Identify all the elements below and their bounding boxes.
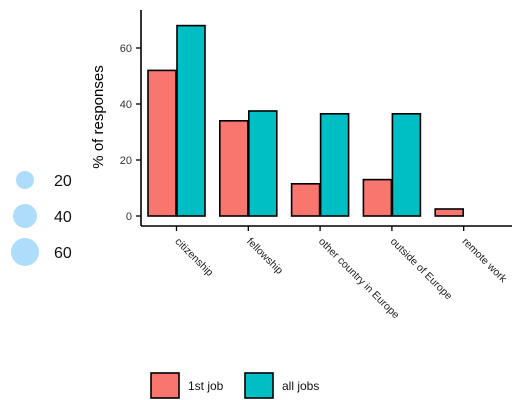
bar-1st-job-citizenship	[147, 69, 177, 217]
bar-all-jobs-citizenship	[176, 24, 206, 217]
y-tick-label: 60	[120, 43, 132, 55]
size-legend-label: 20	[54, 173, 72, 190]
size-legend-label: 40	[54, 209, 72, 226]
size-legend-circle	[16, 171, 34, 189]
bar-all-jobs-fellowship	[248, 110, 278, 217]
x-tick-label-other-country-in-europe: other country in Europe	[316, 236, 402, 322]
legend-label-all-jobs: all jobs	[282, 379, 319, 393]
x-tick-label-fellowship: fellowship	[244, 236, 285, 277]
bar-all-jobs-other-country-in-europe	[319, 113, 350, 217]
legend-swatch-all-jobs	[244, 372, 274, 399]
bars	[147, 24, 465, 217]
x-tick-label-outside-of-europe: outside of Europe	[388, 236, 455, 303]
bar-all-jobs-outside-of-europe	[391, 113, 422, 217]
legend-label-1st-job: 1st job	[188, 379, 224, 393]
y-tick-label: 40	[120, 99, 132, 111]
bar-1st-job-remote-work	[434, 208, 465, 217]
y-axis-title: % of responses	[90, 65, 107, 168]
x-tick-label-remote-work: remote work	[460, 236, 510, 286]
bar-1st-job-outside-of-europe	[362, 178, 393, 217]
legend-swatch-1st-job	[150, 372, 180, 399]
size-legend-label: 60	[54, 245, 72, 262]
size-legend: 20 40 60	[11, 171, 72, 266]
axes: % of responses	[90, 10, 512, 227]
y-ticks: 0 20 40 60	[120, 43, 141, 223]
x-ticks: citizenship fellowship other country in Eu…	[172, 226, 509, 321]
x-tick-label-citizenship: citizenship	[172, 236, 215, 279]
bar-1st-job-other-country-in-europe	[290, 183, 321, 217]
size-legend-circle	[11, 238, 39, 266]
series-legend: 1st job all jobs	[150, 372, 319, 399]
bar-1st-job-fellowship	[219, 120, 249, 217]
size-legend-circle	[13, 204, 37, 228]
y-tick-label: 20	[120, 155, 132, 167]
y-tick-label: 0	[126, 211, 132, 223]
